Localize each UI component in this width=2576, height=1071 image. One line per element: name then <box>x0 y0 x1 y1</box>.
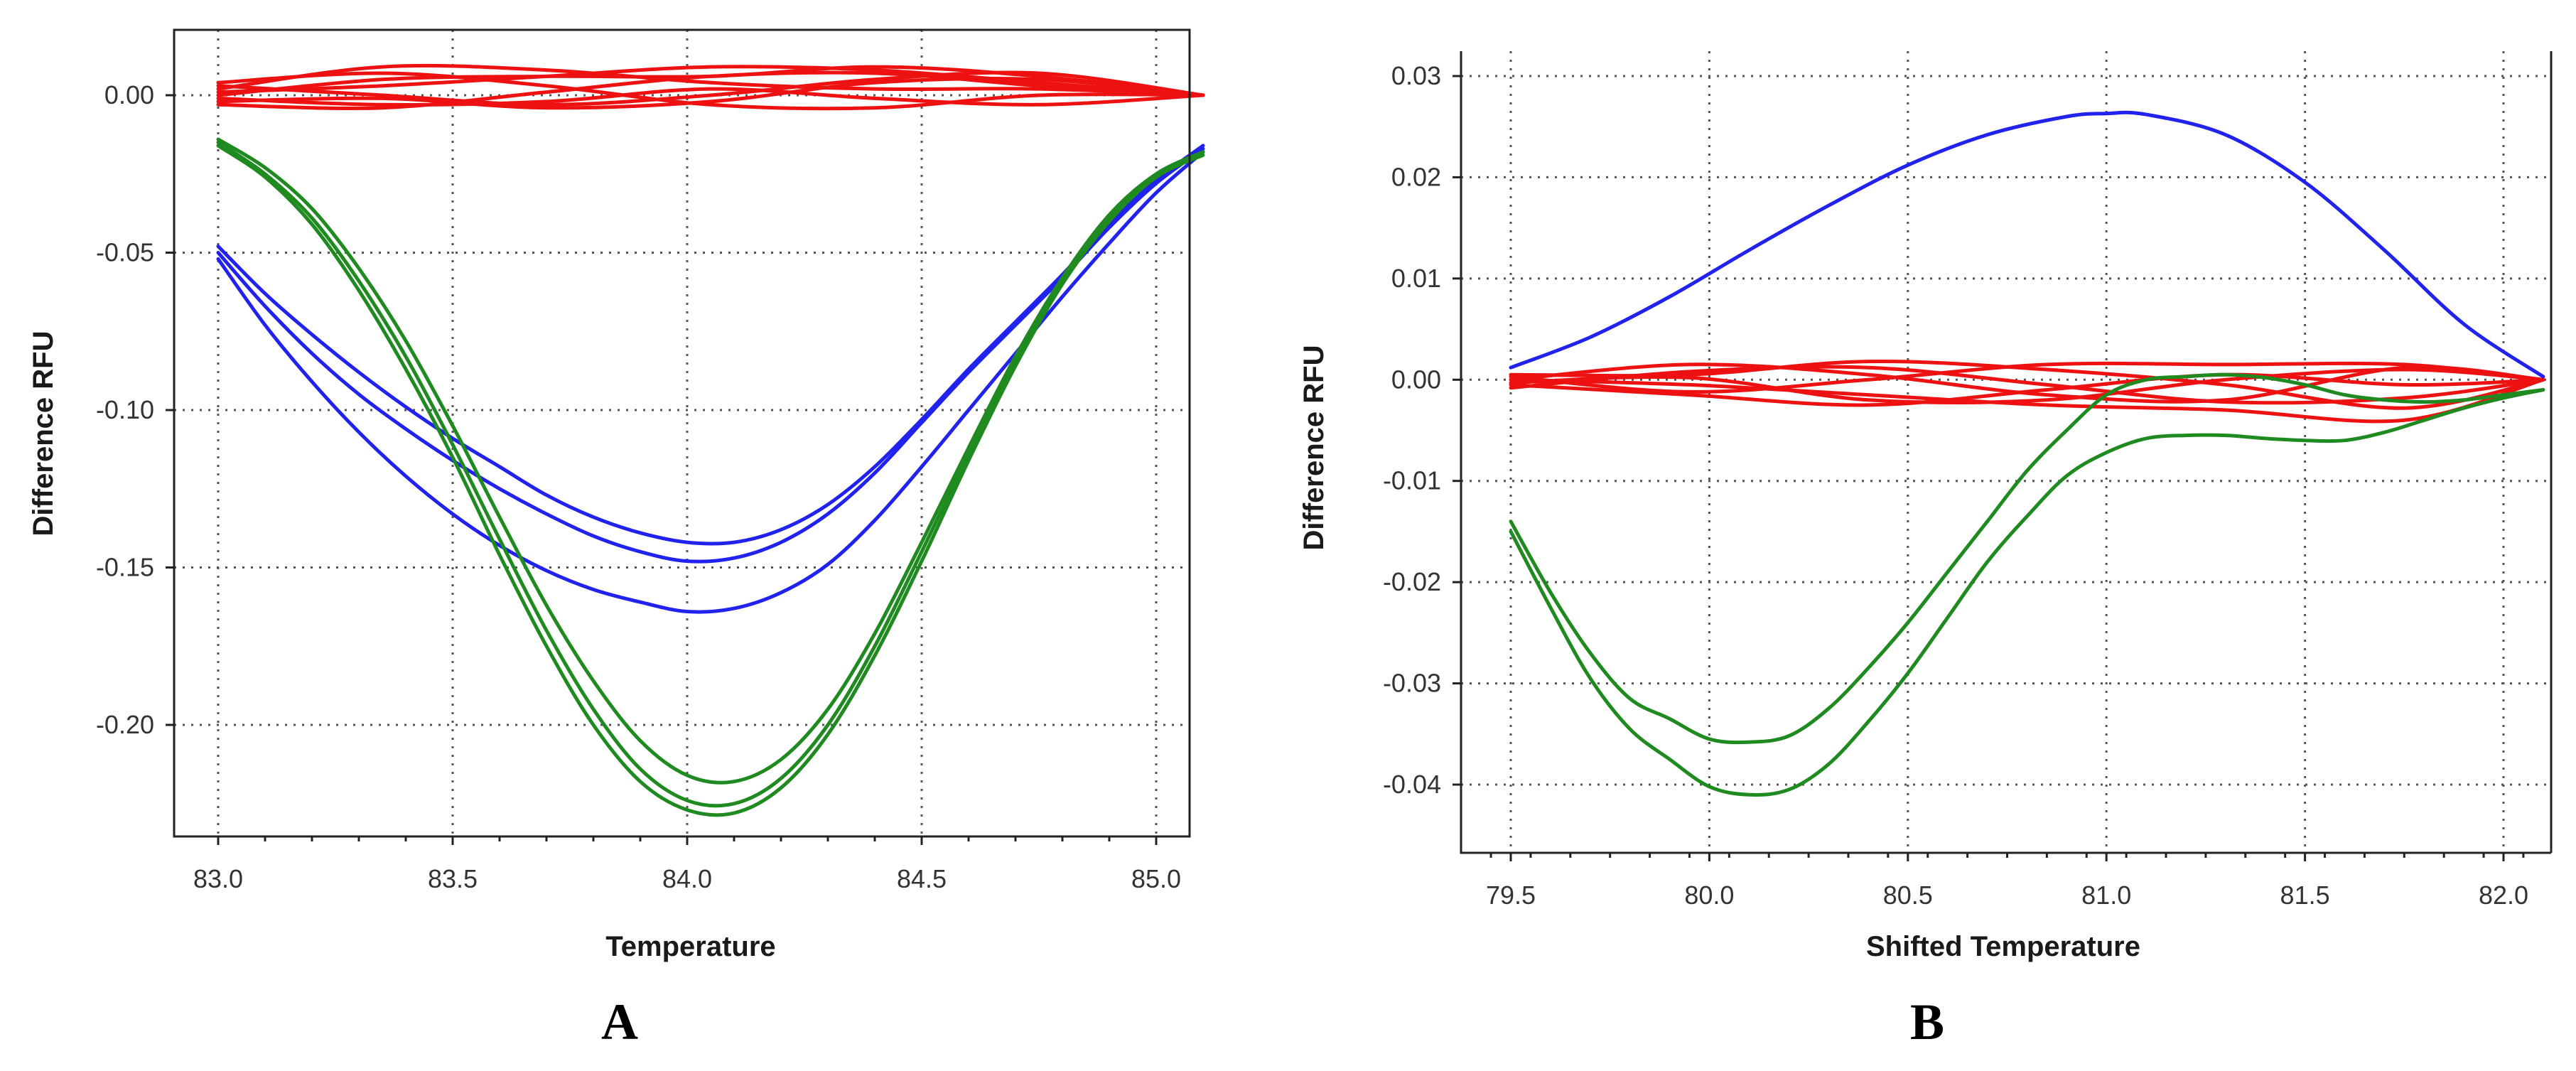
x-tick-label-a: 85.0 <box>1131 864 1181 893</box>
panel-label-b: B <box>1910 994 1944 1050</box>
y-tick-label-b: 0.03 <box>1391 61 1441 90</box>
series-line-red-7-a <box>216 70 1205 107</box>
series-line-green-3-a <box>216 144 1205 817</box>
x-tick-label-b: 81.5 <box>2280 881 2330 910</box>
x-tick-label-b: 82.0 <box>2479 881 2528 910</box>
y-tick-label-b: -0.04 <box>1383 770 1441 799</box>
series-line-green-1-b <box>1509 372 2545 745</box>
x-tick-label-b: 80.0 <box>1684 881 1734 910</box>
y-tick-label-b: 0.02 <box>1391 162 1441 191</box>
series-line-red-4-a <box>216 77 1205 110</box>
y-tick-label-a: -0.10 <box>96 395 154 424</box>
x-tick-label-b: 80.5 <box>1883 881 1933 910</box>
y-tick-label-b: 0.00 <box>1391 365 1441 394</box>
series-line-red-8-a <box>216 65 1205 97</box>
x-axis-title-a: Temperature <box>605 931 775 962</box>
series-line-blue-1-b <box>1509 110 2545 379</box>
x-axis-title-b: Shifted Temperature <box>1866 931 2140 962</box>
y-tick-label-b: -0.01 <box>1383 466 1441 495</box>
axes-b <box>1460 51 2551 854</box>
y-tick-label-a: 0.00 <box>104 80 154 109</box>
series-line-red-6-b <box>1509 361 2545 394</box>
series-line-red-1-a <box>216 71 1205 111</box>
ticks-b: 79.5 80.0 80.5 81.0 81.5 82.0 0.03 0.02 0.01 0.00… <box>1383 61 2528 910</box>
plot-area-a <box>218 30 1190 836</box>
plot-frame-a <box>173 28 1191 838</box>
x-tick-label-a: 84.5 <box>897 864 947 893</box>
y-axis-title-a: Difference RFU <box>28 331 59 537</box>
series-group-b <box>1509 110 2545 797</box>
series-line-green-2-a <box>216 140 1205 808</box>
series-line-red-3-b <box>1509 359 2545 410</box>
x-tick-label-b: 79.5 <box>1486 881 1536 910</box>
chart-panel-b: 79.5 80.0 80.5 81.0 81.5 82.0 0.03 0.02 0.01 0.00… <box>1298 51 2553 1050</box>
series-line-red-5-a <box>216 65 1205 97</box>
series-line-blue-2-a <box>216 146 1205 564</box>
series-group-a <box>216 63 1205 817</box>
x-tick-label-a: 83.0 <box>193 864 243 893</box>
chart-panel-a: 83.0 83.5 84.0 84.5 85.0 0.00 -0.05 -0.10 -0.15 -… <box>28 28 1205 1050</box>
series-line-red-4-b <box>1509 377 2545 424</box>
series-line-green-2-b <box>1509 388 2545 797</box>
y-tick-label-a: -0.15 <box>96 553 154 582</box>
y-tick-label-b: -0.02 <box>1383 567 1441 596</box>
y-tick-label-b: 0.01 <box>1391 264 1441 293</box>
ticks-a: 83.0 83.5 84.0 84.5 85.0 0.00 -0.05 -0.10 -0.15 -… <box>96 80 1181 893</box>
y-tick-label-a: -0.20 <box>96 710 154 739</box>
x-tick-label-a: 84.0 <box>662 864 712 893</box>
y-tick-label-a: -0.05 <box>96 238 154 267</box>
x-tick-label-a: 83.5 <box>428 864 478 893</box>
series-line-red-1-b <box>1509 362 2545 404</box>
x-tick-label-b: 81.0 <box>2081 881 2131 910</box>
y-axis-title-b: Difference RFU <box>1298 345 1330 551</box>
y-tick-label-b: -0.03 <box>1383 669 1441 698</box>
series-line-red-6-a <box>216 87 1205 107</box>
series-line-red-7-b <box>1509 367 2545 405</box>
series-line-red-3-a <box>216 63 1205 97</box>
series-line-red-5-b <box>1509 365 2545 405</box>
series-line-blue-3-a <box>216 150 1205 614</box>
series-line-red-2-b <box>1509 372 2545 407</box>
series-line-blue-1-a <box>216 144 1205 546</box>
panel-label-a: A <box>601 994 638 1050</box>
